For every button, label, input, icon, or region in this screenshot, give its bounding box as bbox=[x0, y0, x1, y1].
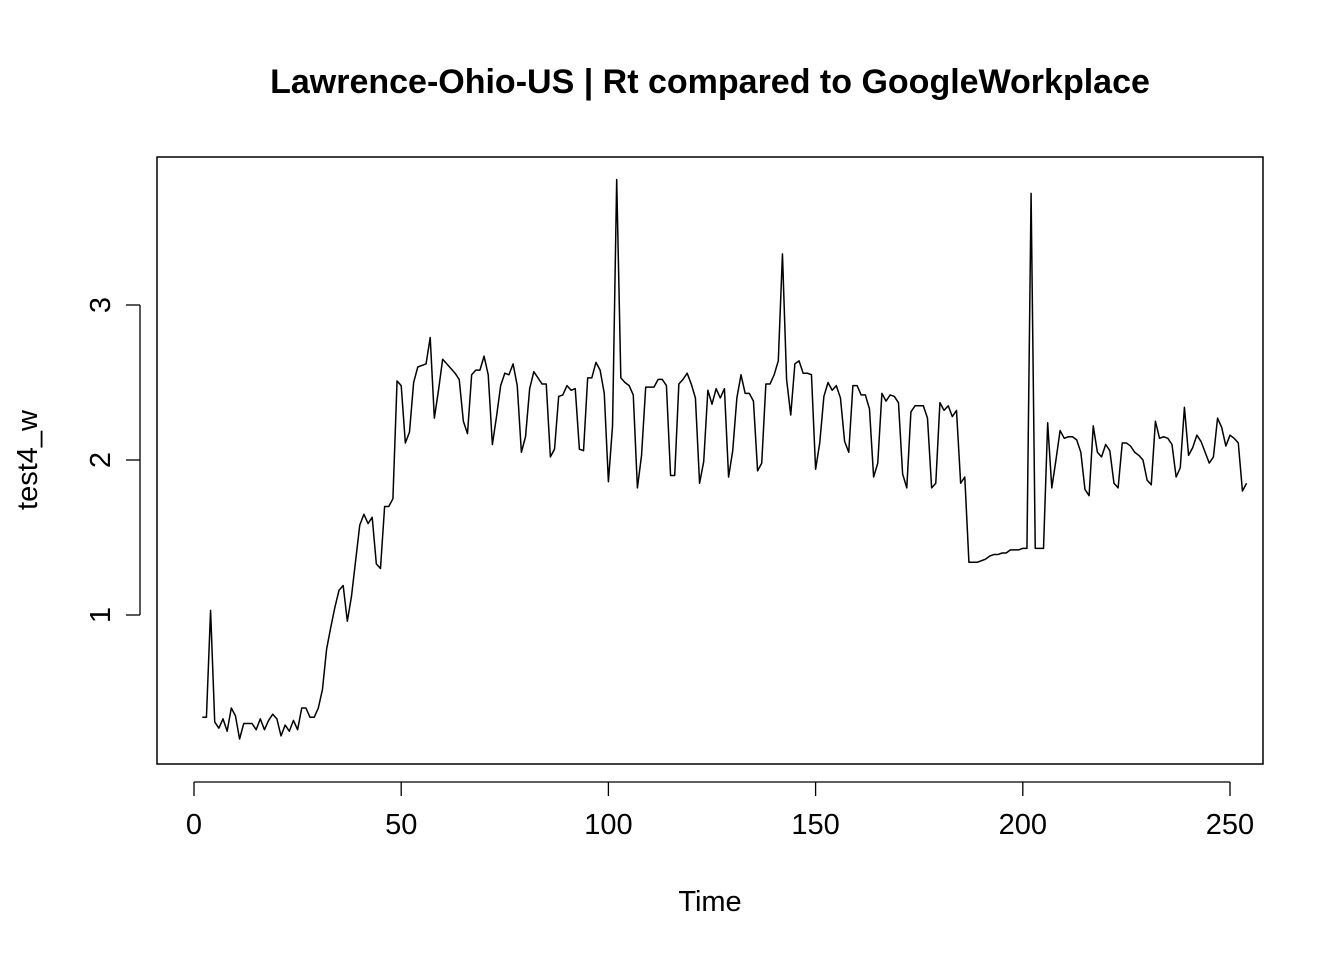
x-tick-label-100: 100 bbox=[584, 809, 632, 841]
chart-title: Lawrence-Ohio-US | Rt compared to Google… bbox=[270, 63, 1150, 101]
plot-frame bbox=[156, 156, 1264, 765]
series-line bbox=[202, 178, 1248, 740]
x-tick-label-250: 250 bbox=[1206, 809, 1254, 841]
y-axis: 1 2 3 bbox=[85, 297, 141, 623]
y-tick-label-1: 1 bbox=[85, 607, 117, 623]
x-tick-label-0: 0 bbox=[186, 809, 202, 841]
y-axis-label: test4_w bbox=[12, 409, 44, 510]
y-tick-label-2: 2 bbox=[85, 452, 117, 468]
x-axis: 0 50 100 150 200 250 bbox=[186, 781, 1254, 841]
x-tick-label-50: 50 bbox=[385, 809, 417, 841]
x-axis-label: Time bbox=[678, 886, 741, 918]
x-tick-label-200: 200 bbox=[999, 809, 1047, 841]
x-tick-label-150: 150 bbox=[791, 809, 839, 841]
y-tick-label-3: 3 bbox=[85, 297, 117, 313]
